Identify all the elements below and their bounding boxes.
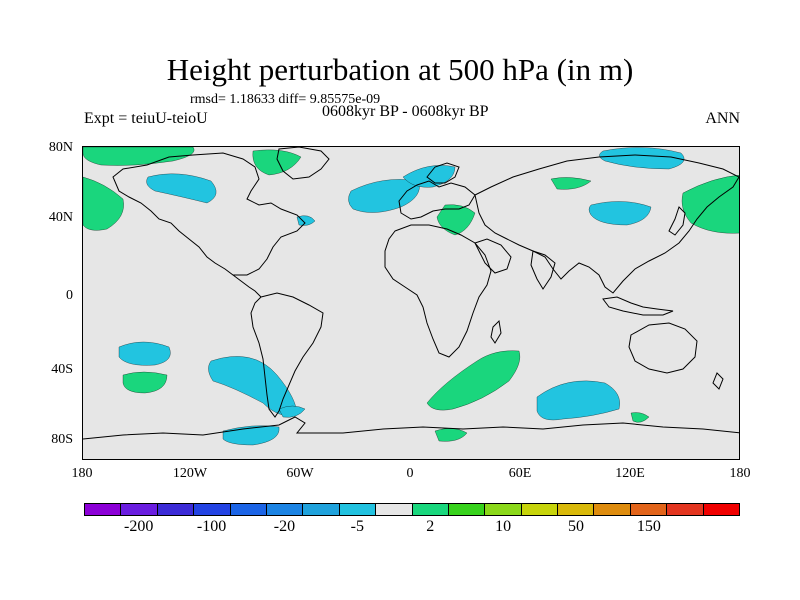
colorbar-label: -200 bbox=[123, 518, 154, 535]
colorbar-swatch bbox=[266, 504, 304, 515]
colorbar-swatch bbox=[703, 504, 740, 515]
anomaly-green-arctic-canada bbox=[83, 147, 195, 166]
negative-anomaly-regions bbox=[118, 147, 685, 446]
experiment-label: Expt = teiuU-teioU bbox=[84, 110, 208, 127]
anomaly-green-south-pacific bbox=[122, 371, 168, 394]
coast-madagascar bbox=[490, 319, 502, 344]
colorbar-swatch bbox=[85, 504, 122, 515]
colorbar-label: -100 bbox=[196, 518, 227, 535]
anomaly-cyan-south-indian bbox=[536, 380, 620, 421]
colorbar-swatch bbox=[667, 504, 704, 515]
coast-africa bbox=[384, 224, 492, 358]
colorbar-swatch bbox=[230, 504, 267, 515]
colorbar-label: 150 bbox=[636, 518, 661, 535]
season-label: ANN bbox=[705, 110, 740, 127]
rmsd-diff-stats: rmsd= 1.18633 diff= 9.85575e-09 bbox=[190, 92, 381, 107]
anomaly-cyan-south-pacific bbox=[118, 341, 171, 366]
plot-title: Height perturbation at 500 hPa (in m) bbox=[166, 52, 634, 87]
colorbar-label: 10 bbox=[495, 518, 512, 535]
coast-arabia bbox=[474, 238, 512, 274]
anomaly-green-south-atlantic bbox=[426, 350, 521, 411]
coast-india bbox=[530, 250, 556, 290]
anomaly-cyan-north-pacific bbox=[146, 173, 217, 204]
colorbar-label: 50 bbox=[568, 518, 584, 535]
colorbar-swatch bbox=[303, 504, 340, 515]
lon-label-60w: 60W bbox=[286, 466, 314, 481]
map-panel bbox=[82, 146, 740, 460]
lon-label-0: 0 bbox=[406, 466, 414, 481]
colorbar-swatch bbox=[594, 504, 631, 515]
colorbar-swatch bbox=[630, 504, 668, 515]
coast-new-zealand bbox=[712, 372, 724, 390]
colorbar-swatch bbox=[448, 504, 486, 515]
anomaly-cyan-drake bbox=[222, 425, 280, 446]
lat-label-80s: 80S bbox=[51, 432, 73, 447]
anomaly-cyan-north-atlantic bbox=[348, 179, 420, 213]
colorbar-swatch bbox=[121, 504, 158, 515]
lat-label-80n: 80N bbox=[48, 140, 73, 155]
anomaly-green-southern-ocean bbox=[434, 428, 468, 442]
anomaly-green-greenland bbox=[252, 149, 302, 176]
coast-north-america bbox=[112, 152, 306, 276]
coast-japan bbox=[668, 206, 686, 236]
coast-south-america bbox=[250, 292, 324, 418]
colorbar-swatch bbox=[339, 504, 377, 515]
colorbar-swatch bbox=[194, 504, 231, 515]
coast-indonesia bbox=[602, 296, 674, 316]
lon-label-180-west: 180 bbox=[71, 466, 93, 481]
map-canvas bbox=[83, 147, 739, 446]
colorbar-swatch bbox=[157, 504, 195, 515]
period-label: 0608kyr BP - 0608kyr BP bbox=[322, 103, 489, 120]
lon-label-120w: 120W bbox=[172, 466, 208, 481]
coast-australia bbox=[628, 322, 698, 374]
colorbar-swatch bbox=[558, 504, 595, 515]
anomaly-cyan-patagonia bbox=[208, 356, 298, 416]
anomaly-cyan-siberia bbox=[599, 147, 685, 170]
coastlines bbox=[83, 147, 739, 440]
anomaly-green-mediterranean bbox=[436, 204, 476, 236]
lat-label-40s: 40S bbox=[51, 362, 73, 377]
lat-label-40n: 40N bbox=[48, 210, 73, 225]
lon-label-60e: 60E bbox=[508, 466, 532, 481]
anomaly-cyan-south-small bbox=[278, 405, 306, 418]
coast-greenland bbox=[276, 147, 330, 180]
lon-label-180-east: 180 bbox=[729, 466, 751, 481]
lat-label-0: 0 bbox=[66, 288, 73, 303]
colorbar-swatch bbox=[376, 504, 413, 515]
colorbar-label: -20 bbox=[273, 518, 296, 535]
colorbar bbox=[84, 503, 740, 516]
colorbar-label: -5 bbox=[350, 518, 364, 535]
coast-antarctica bbox=[83, 416, 739, 440]
colorbar-swatch bbox=[521, 504, 559, 515]
coast-europe bbox=[398, 180, 476, 220]
anomaly-green-pacific-west bbox=[83, 176, 124, 231]
colorbar-swatch bbox=[412, 504, 449, 515]
lon-label-120e: 120E bbox=[615, 466, 645, 481]
anomaly-green-small-south bbox=[630, 412, 650, 423]
coast-central-america bbox=[232, 274, 262, 298]
anomaly-green-siberia-small bbox=[550, 177, 592, 190]
coast-scandinavia bbox=[426, 162, 460, 184]
colorbar-swatch bbox=[485, 504, 522, 515]
colorbar-label: 2 bbox=[426, 518, 435, 535]
anomaly-cyan-central-asia bbox=[588, 201, 652, 226]
